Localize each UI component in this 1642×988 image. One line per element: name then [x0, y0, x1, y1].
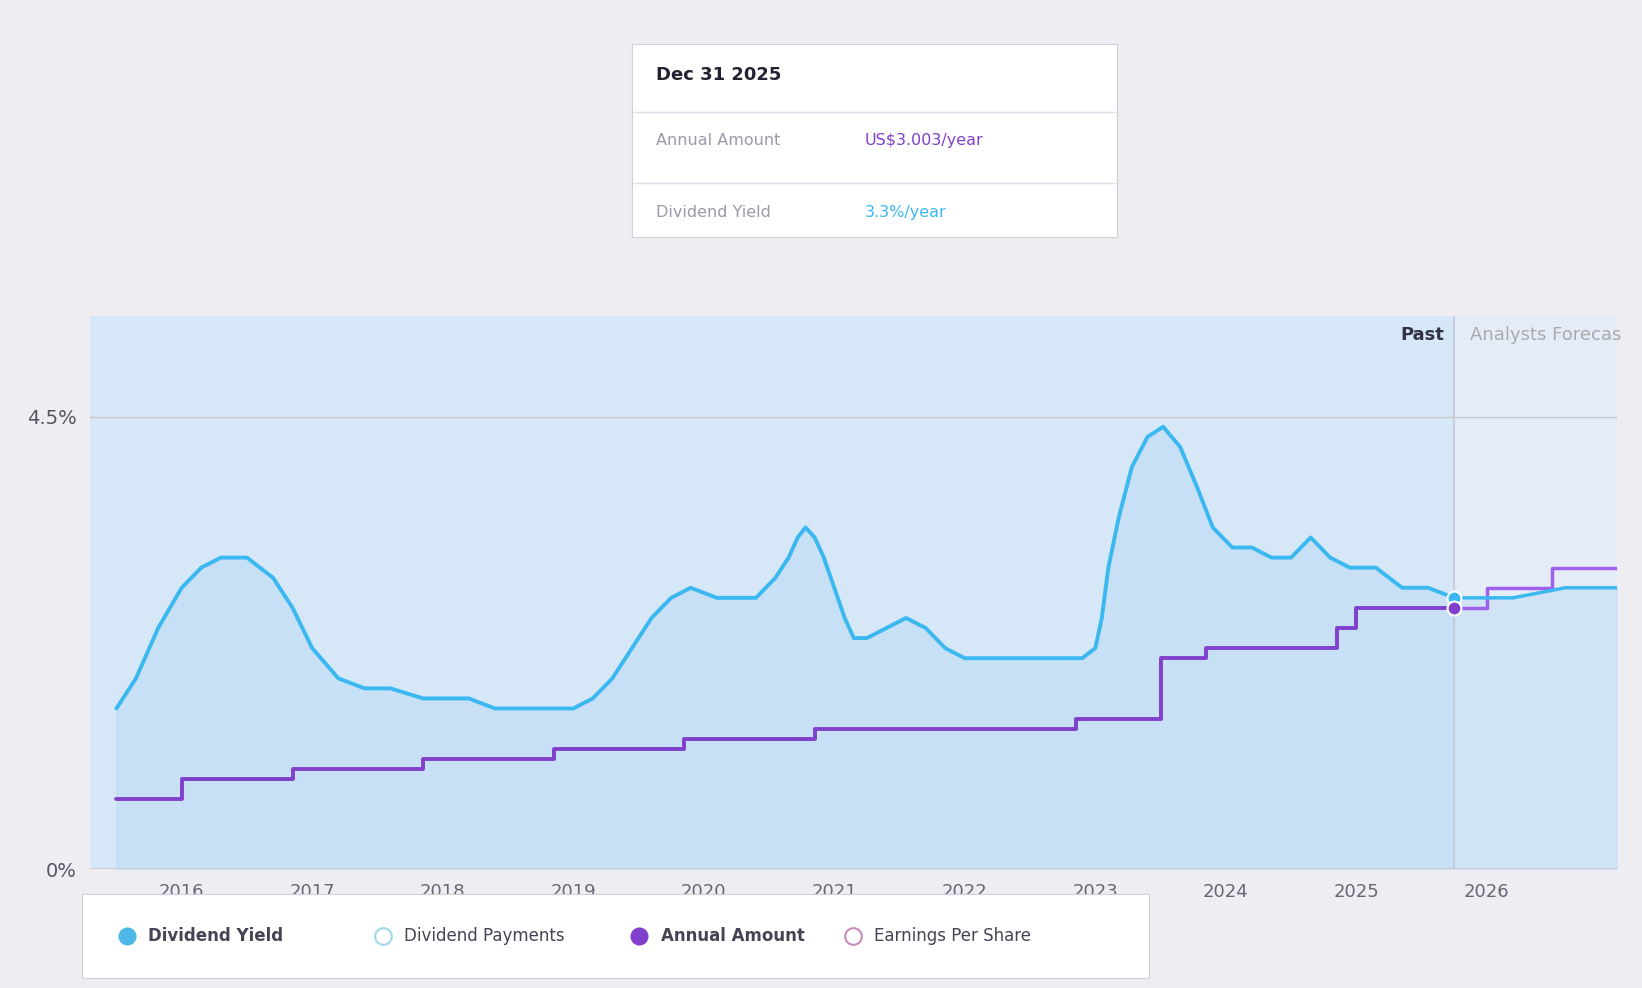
Text: Annual Amount: Annual Amount [657, 133, 780, 148]
Text: Dividend Yield: Dividend Yield [657, 205, 772, 219]
Text: Past: Past [1401, 326, 1443, 344]
Bar [90, 316, 1455, 869]
Text: Analysts Forecas: Analysts Forecas [1470, 326, 1621, 344]
Text: Dec 31 2025: Dec 31 2025 [657, 66, 782, 84]
Text: US$3.003/year: US$3.003/year [865, 133, 984, 148]
Text: Dividend Yield: Dividend Yield [148, 927, 284, 946]
Text: 3.3%/year: 3.3%/year [865, 205, 946, 219]
Text: Earnings Per Share: Earnings Per Share [874, 927, 1031, 946]
Text: Dividend Payments: Dividend Payments [404, 927, 565, 946]
Bar [1455, 316, 1617, 869]
Text: Annual Amount: Annual Amount [660, 927, 805, 946]
